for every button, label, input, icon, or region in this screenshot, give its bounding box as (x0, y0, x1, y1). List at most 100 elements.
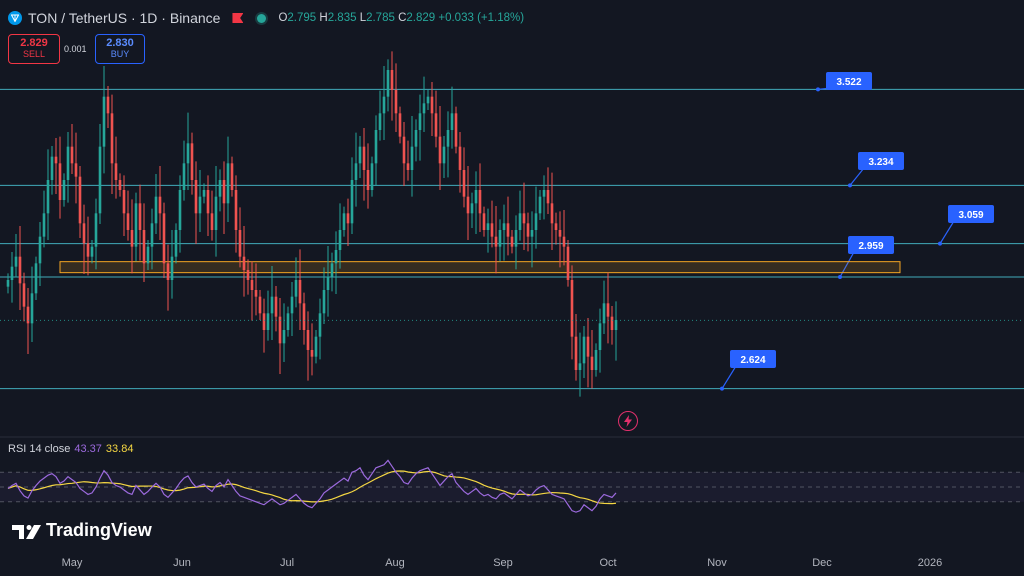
candle[interactable] (186, 143, 190, 164)
candle[interactable] (374, 130, 378, 164)
candle[interactable] (522, 213, 526, 224)
candle[interactable] (438, 136, 442, 164)
candle[interactable] (610, 316, 614, 330)
candle[interactable] (130, 230, 134, 247)
candle[interactable] (334, 250, 338, 264)
candle[interactable] (86, 243, 90, 257)
candle[interactable] (258, 296, 262, 314)
candle[interactable] (34, 263, 38, 294)
candle[interactable] (422, 103, 426, 114)
candle[interactable] (406, 163, 410, 170)
lightning-icon[interactable] (618, 411, 638, 431)
candle[interactable] (114, 163, 118, 180)
candle[interactable] (478, 190, 482, 214)
candle[interactable] (162, 213, 166, 264)
candle[interactable] (262, 313, 266, 330)
symbol-title[interactable]: TON / TetherUS · 1D · Binance (28, 10, 221, 26)
candle[interactable] (354, 163, 358, 180)
candle[interactable] (190, 143, 194, 180)
candle[interactable] (346, 213, 350, 224)
candle[interactable] (366, 170, 370, 190)
candle[interactable] (514, 230, 518, 247)
candle[interactable] (394, 90, 398, 114)
candle[interactable] (290, 296, 294, 314)
candle[interactable] (470, 203, 474, 214)
candle[interactable] (370, 163, 374, 190)
candle[interactable] (474, 190, 478, 204)
candle[interactable] (426, 96, 430, 104)
candle[interactable] (6, 280, 10, 287)
level-callout[interactable] (848, 236, 894, 254)
candle[interactable] (398, 113, 402, 137)
candle[interactable] (386, 70, 390, 97)
candle[interactable] (226, 163, 230, 204)
candle[interactable] (378, 113, 382, 130)
candle[interactable] (434, 113, 438, 137)
candle[interactable] (90, 246, 94, 257)
candle[interactable] (70, 146, 74, 164)
candle[interactable] (466, 196, 470, 214)
candle[interactable] (410, 146, 414, 170)
candle[interactable] (94, 213, 98, 247)
candle[interactable] (326, 276, 330, 290)
candle[interactable] (382, 96, 386, 114)
candle[interactable] (562, 236, 566, 247)
candle[interactable] (350, 180, 354, 224)
support-zone[interactable] (59, 261, 901, 274)
candle[interactable] (74, 163, 78, 177)
candle[interactable] (122, 190, 126, 214)
candle[interactable] (270, 296, 274, 314)
candle[interactable] (174, 230, 178, 257)
candle[interactable] (318, 313, 322, 337)
candle[interactable] (282, 330, 286, 344)
candle[interactable] (550, 203, 554, 224)
candle[interactable] (194, 180, 198, 214)
candle[interactable] (330, 263, 334, 277)
candle[interactable] (494, 236, 498, 247)
candle[interactable] (486, 223, 490, 230)
candle[interactable] (274, 296, 278, 317)
candle[interactable] (62, 180, 66, 200)
candle[interactable] (246, 270, 250, 280)
sell-button[interactable]: 2.829 SELL (8, 34, 60, 64)
candle[interactable] (250, 280, 254, 290)
candle[interactable] (450, 113, 454, 130)
candle[interactable] (586, 336, 590, 357)
candle[interactable] (118, 180, 122, 190)
candle[interactable] (38, 236, 42, 264)
candle[interactable] (210, 213, 214, 230)
candle[interactable] (566, 246, 570, 280)
candle[interactable] (534, 213, 538, 230)
candle[interactable] (238, 230, 242, 257)
candle[interactable] (554, 223, 558, 230)
candle[interactable] (510, 236, 514, 247)
candle[interactable] (242, 256, 246, 270)
candle[interactable] (178, 190, 182, 230)
candle[interactable] (266, 313, 270, 330)
candle[interactable] (106, 96, 110, 114)
candle[interactable] (222, 180, 226, 204)
candle[interactable] (218, 180, 222, 197)
candle[interactable] (102, 96, 106, 147)
buy-button[interactable]: 2.830 BUY (95, 34, 145, 64)
candle[interactable] (126, 213, 130, 230)
candle[interactable] (10, 266, 14, 280)
candle[interactable] (214, 196, 218, 230)
candle[interactable] (502, 223, 506, 230)
candle[interactable] (530, 230, 534, 237)
candle[interactable] (390, 70, 394, 90)
candle[interactable] (590, 356, 594, 370)
candle[interactable] (78, 176, 82, 224)
candle[interactable] (542, 190, 546, 197)
candle[interactable] (254, 290, 258, 297)
candle[interactable] (98, 146, 102, 214)
candle[interactable] (302, 303, 306, 330)
candle[interactable] (54, 156, 58, 164)
candle[interactable] (158, 196, 162, 214)
candle[interactable] (442, 146, 446, 164)
candle[interactable] (558, 230, 562, 237)
candle[interactable] (202, 190, 206, 197)
candle[interactable] (230, 163, 234, 190)
candle[interactable] (110, 113, 114, 164)
